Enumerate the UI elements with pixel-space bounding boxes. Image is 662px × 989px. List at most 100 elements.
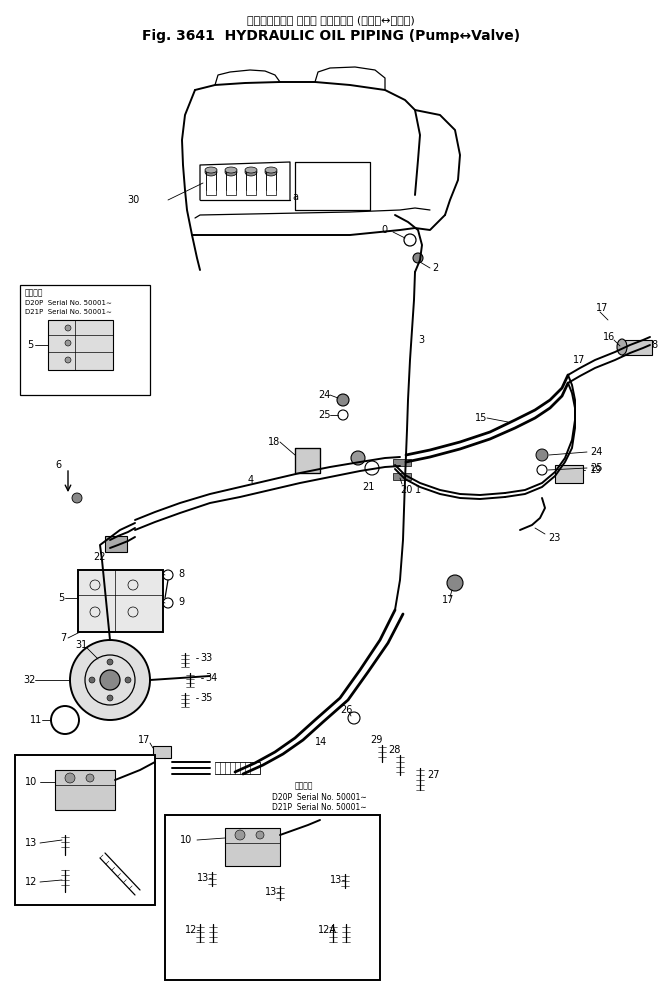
Ellipse shape: [205, 168, 217, 176]
Text: 17: 17: [596, 303, 608, 313]
Bar: [78, 570, 163, 632]
Text: 25: 25: [590, 463, 602, 473]
Text: 34: 34: [205, 673, 217, 683]
Ellipse shape: [205, 167, 217, 173]
Text: 12A: 12A: [318, 925, 337, 935]
Text: 17: 17: [573, 355, 585, 365]
Text: 適用番号: 適用番号: [25, 289, 44, 298]
Text: 30: 30: [128, 195, 140, 205]
Text: 12: 12: [25, 877, 37, 887]
Bar: [165, 815, 380, 980]
Text: D20P  Serial No. 50001∼: D20P Serial No. 50001∼: [272, 792, 367, 801]
Text: 33: 33: [200, 653, 213, 663]
Bar: [15, 755, 155, 905]
Text: 11: 11: [30, 715, 42, 725]
Text: D20P  Serial No. 50001∼: D20P Serial No. 50001∼: [25, 300, 112, 306]
Text: 13: 13: [265, 887, 277, 897]
Text: 14: 14: [315, 737, 327, 747]
Circle shape: [65, 773, 75, 783]
Circle shape: [107, 695, 113, 701]
Text: 26: 26: [340, 705, 352, 715]
Bar: [555, 465, 583, 483]
Text: 13: 13: [197, 873, 209, 883]
Text: D21P  Serial No. 50001∼: D21P Serial No. 50001∼: [25, 309, 112, 315]
Text: 15: 15: [475, 413, 487, 423]
Text: 10: 10: [25, 777, 37, 787]
Text: 5: 5: [27, 340, 33, 350]
Text: 10: 10: [180, 835, 192, 845]
Bar: [225, 828, 280, 866]
Bar: [153, 746, 171, 758]
Bar: [393, 473, 411, 480]
Text: 27: 27: [427, 770, 440, 780]
Circle shape: [447, 575, 463, 591]
Ellipse shape: [225, 168, 237, 176]
Text: 24: 24: [318, 390, 330, 400]
Circle shape: [86, 774, 94, 782]
Circle shape: [89, 677, 95, 683]
Text: 7: 7: [60, 633, 66, 643]
Text: 8: 8: [651, 340, 657, 350]
Text: 16: 16: [603, 332, 615, 342]
Text: 19: 19: [590, 465, 602, 475]
Bar: [55, 770, 115, 810]
Text: 0: 0: [382, 225, 388, 235]
Text: 適用番号: 適用番号: [295, 781, 314, 790]
Text: 23: 23: [548, 533, 560, 543]
Circle shape: [65, 357, 71, 363]
Text: 22: 22: [94, 552, 106, 562]
Text: 8: 8: [178, 569, 184, 579]
Bar: [295, 448, 320, 473]
Text: 35: 35: [200, 693, 213, 703]
Ellipse shape: [245, 168, 257, 176]
Text: D21P  Serial No. 50001∼: D21P Serial No. 50001∼: [272, 802, 367, 812]
Circle shape: [72, 493, 82, 503]
Ellipse shape: [265, 168, 277, 176]
Bar: [20, 285, 150, 395]
Text: 25: 25: [318, 410, 330, 420]
Text: a: a: [292, 192, 298, 202]
Text: 21: 21: [362, 482, 374, 492]
Text: 32: 32: [23, 675, 35, 685]
Circle shape: [107, 659, 113, 665]
Text: 17: 17: [138, 735, 150, 745]
Text: 18: 18: [268, 437, 280, 447]
Text: ハイドロリック オイル パイピング (ボンプ↔バルブ): ハイドロリック オイル パイピング (ボンプ↔バルブ): [247, 15, 415, 25]
Bar: [622, 340, 652, 355]
Circle shape: [351, 451, 365, 465]
Bar: [48, 320, 113, 370]
Circle shape: [235, 830, 245, 840]
Bar: [393, 459, 411, 466]
Text: 5: 5: [58, 593, 64, 603]
Circle shape: [100, 670, 120, 690]
Circle shape: [65, 340, 71, 346]
Circle shape: [536, 449, 548, 461]
Text: 20: 20: [400, 485, 412, 495]
Text: Fig. 3641  HYDRAULIC OIL PIPING (Pump↔Valve): Fig. 3641 HYDRAULIC OIL PIPING (Pump↔Val…: [142, 29, 520, 43]
Circle shape: [337, 394, 349, 406]
Text: 13: 13: [330, 875, 342, 885]
Text: 13: 13: [25, 838, 37, 848]
Circle shape: [70, 640, 150, 720]
Circle shape: [256, 831, 264, 839]
Text: 4: 4: [248, 475, 254, 485]
Text: 12: 12: [185, 925, 197, 935]
Text: 3: 3: [418, 335, 424, 345]
Text: 9: 9: [178, 597, 184, 607]
Text: 1: 1: [415, 485, 421, 495]
Ellipse shape: [617, 339, 627, 355]
Text: 17: 17: [442, 595, 454, 605]
Text: 29: 29: [370, 735, 383, 745]
Text: 24: 24: [590, 447, 602, 457]
Bar: [105, 536, 127, 552]
Ellipse shape: [265, 167, 277, 173]
Text: 31: 31: [75, 640, 87, 650]
Text: 28: 28: [388, 745, 401, 755]
Circle shape: [413, 253, 423, 263]
Ellipse shape: [245, 167, 257, 173]
Ellipse shape: [225, 167, 237, 173]
Circle shape: [65, 325, 71, 331]
Text: 2: 2: [432, 263, 438, 273]
Circle shape: [125, 677, 131, 683]
Text: 6: 6: [55, 460, 61, 470]
